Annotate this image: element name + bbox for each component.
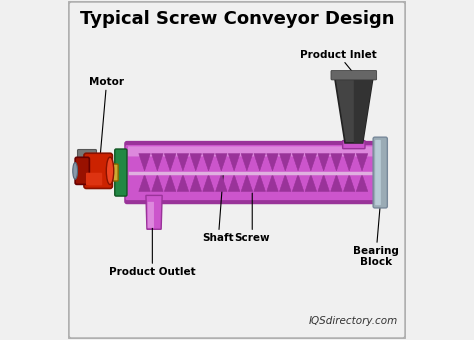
FancyBboxPatch shape	[125, 142, 379, 203]
Text: Screw: Screw	[235, 193, 270, 243]
FancyBboxPatch shape	[115, 149, 127, 196]
Polygon shape	[203, 174, 214, 191]
Polygon shape	[292, 174, 304, 191]
Polygon shape	[344, 154, 355, 171]
Polygon shape	[305, 174, 317, 191]
Polygon shape	[146, 195, 162, 229]
Polygon shape	[241, 174, 253, 191]
FancyBboxPatch shape	[84, 153, 112, 188]
Polygon shape	[331, 154, 342, 171]
Polygon shape	[267, 154, 278, 171]
Polygon shape	[190, 154, 201, 171]
Polygon shape	[190, 174, 201, 191]
FancyBboxPatch shape	[68, 1, 406, 339]
Polygon shape	[354, 75, 374, 143]
Text: Typical Screw Conveyor Design: Typical Screw Conveyor Design	[80, 10, 394, 28]
FancyBboxPatch shape	[128, 146, 376, 156]
Text: Product Inlet: Product Inlet	[300, 50, 377, 71]
Polygon shape	[318, 174, 329, 191]
Polygon shape	[356, 154, 368, 171]
FancyBboxPatch shape	[147, 202, 154, 228]
Text: IQSdirectory.com: IQSdirectory.com	[309, 316, 399, 326]
Polygon shape	[177, 154, 189, 171]
FancyBboxPatch shape	[331, 70, 377, 80]
Polygon shape	[228, 174, 240, 191]
Text: Bearing
Block: Bearing Block	[353, 207, 399, 267]
Polygon shape	[164, 154, 176, 171]
FancyBboxPatch shape	[86, 173, 102, 185]
Ellipse shape	[106, 157, 114, 185]
Polygon shape	[344, 174, 355, 191]
Polygon shape	[203, 154, 214, 171]
Polygon shape	[139, 154, 150, 171]
FancyBboxPatch shape	[107, 164, 118, 181]
Polygon shape	[216, 154, 227, 171]
Polygon shape	[164, 174, 176, 191]
Text: Shaft: Shaft	[202, 174, 234, 243]
Polygon shape	[254, 174, 265, 191]
Polygon shape	[356, 174, 368, 191]
FancyBboxPatch shape	[126, 145, 379, 200]
FancyBboxPatch shape	[373, 137, 387, 208]
Polygon shape	[139, 174, 150, 191]
Text: Motor: Motor	[89, 77, 124, 176]
Polygon shape	[254, 154, 265, 171]
Polygon shape	[267, 174, 278, 191]
Polygon shape	[228, 154, 240, 171]
Polygon shape	[152, 174, 163, 191]
Polygon shape	[331, 174, 342, 191]
Polygon shape	[305, 154, 317, 171]
Polygon shape	[152, 154, 163, 171]
Ellipse shape	[73, 163, 78, 179]
Polygon shape	[334, 75, 374, 143]
Polygon shape	[292, 154, 304, 171]
FancyBboxPatch shape	[375, 140, 381, 205]
FancyBboxPatch shape	[78, 150, 97, 160]
Polygon shape	[280, 174, 291, 191]
Polygon shape	[216, 174, 227, 191]
Text: Product Outlet: Product Outlet	[109, 227, 196, 276]
Polygon shape	[318, 154, 329, 171]
Polygon shape	[241, 154, 253, 171]
FancyBboxPatch shape	[75, 157, 90, 184]
Polygon shape	[177, 174, 189, 191]
Polygon shape	[280, 154, 291, 171]
FancyBboxPatch shape	[343, 140, 365, 149]
